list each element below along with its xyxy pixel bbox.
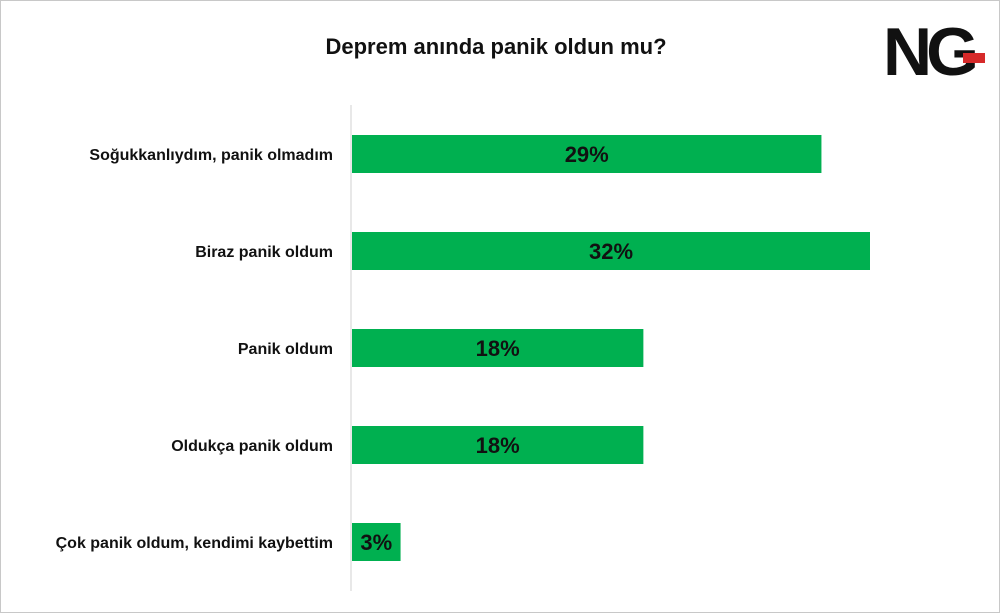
category-label: Oldukça panik oldum <box>171 438 333 455</box>
category-label: Biraz panik oldum <box>195 244 333 261</box>
bar <box>352 426 644 464</box>
bar-value-label: 18% <box>476 336 520 361</box>
logo-accent <box>963 53 985 63</box>
bar <box>352 523 401 561</box>
bar-value-label: 32% <box>589 239 633 264</box>
bar-value-label: 3% <box>360 530 392 555</box>
ng-logo: NG <box>883 14 985 87</box>
bar-value-label: 18% <box>476 433 520 458</box>
svg-text:NG: NG <box>883 14 975 87</box>
bar-value-label: 29% <box>565 142 609 167</box>
category-label: Panik oldum <box>238 341 333 358</box>
bar <box>352 135 822 173</box>
category-label: Soğukkanlıydım, panik olmadım <box>89 147 333 164</box>
bar <box>352 232 870 270</box>
category-label: Çok panik oldum, kendimi kaybettim <box>56 535 333 552</box>
chart-title: Deprem anında panik oldun mu? <box>325 34 667 59</box>
bar <box>352 329 644 367</box>
